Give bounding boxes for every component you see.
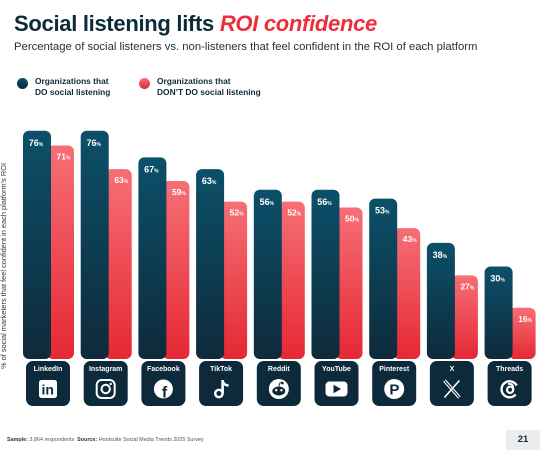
legend-label-do: Organizations that DO social listening [35, 76, 111, 97]
category-label-x: X [450, 366, 455, 373]
value-label-dont-tiktok: 52% [230, 208, 244, 218]
bar-do-threads [484, 266, 513, 359]
bar-dont-instagram [104, 169, 132, 359]
value-label-dont-threads: 16% [518, 314, 532, 324]
value-label-dont-pinterest: 43% [403, 234, 417, 244]
source-value: Hootsuite Social Media Trends 2025 Surve… [98, 437, 204, 443]
bar-do-reddit [253, 189, 282, 359]
threads-icon [500, 380, 518, 399]
facebook-icon: f [153, 379, 173, 402]
linkedin-icon: in [39, 380, 57, 398]
platform-tile-x [429, 361, 474, 406]
category-label-linkedin: LinkedIn [34, 366, 63, 373]
legend-label-dont: Organizations that DON’T DO social liste… [157, 76, 261, 97]
category-label-reddit: Reddit [268, 366, 290, 373]
footer-note: Sample: 3,864 respondents Source: Hootsu… [7, 437, 204, 443]
sample-value: 3,864 respondents [29, 437, 75, 443]
bar-group-tiktok: 63% 52% TikTok [196, 169, 248, 406]
bar-group-pinterest: 53% 43% Pinterest P [369, 198, 421, 406]
bar-do-facebook [138, 157, 167, 359]
category-label-tiktok: TikTok [210, 366, 232, 373]
value-label-dont-x: 27% [460, 281, 474, 291]
instagram-icon [95, 379, 116, 399]
bar-group-threads: 30% 16% Threads [484, 266, 536, 406]
bar-group-reddit: 56% 52% Reddit [253, 189, 305, 406]
title-main: Social listening lifts [14, 11, 220, 36]
bar-do-linkedin [23, 130, 51, 359]
svg-text:P: P [389, 381, 399, 398]
title-accent: ROI confidence [219, 11, 377, 36]
value-label-do-youtube: 56% [317, 197, 332, 207]
pinterest-icon: P [384, 379, 405, 399]
reddit-icon [268, 379, 289, 399]
bar-group-instagram: 76% 63% Instagram [80, 130, 132, 406]
value-label-do-instagram: 76% [86, 138, 101, 148]
tiktok-icon [213, 380, 229, 399]
chart-title: Social listening lifts ROI confidence [14, 11, 377, 37]
bar-group-x: 38% 27% X [426, 242, 478, 406]
bar-dont-x [450, 275, 478, 359]
category-label-facebook: Facebook [147, 366, 180, 373]
value-label-do-facebook: 67% [144, 164, 159, 174]
value-label-do-linkedin: 76% [29, 138, 44, 148]
bar-do-tiktok [196, 169, 225, 359]
legend-item-dont: Organizations that DON’T DO social liste… [139, 76, 261, 98]
y-axis-label: % of social marketers that feel confiden… [0, 163, 8, 369]
bar-do-x [426, 242, 455, 359]
bar-do-instagram [80, 130, 109, 359]
category-label-youtube: YouTube [322, 366, 351, 373]
bar-group-linkedin: 76% 71% LinkedIn in [23, 130, 74, 406]
svg-text:in: in [41, 381, 53, 397]
chart-subtitle: Percentage of social listeners vs. non-l… [14, 41, 478, 53]
bar-dont-tiktok [220, 201, 248, 359]
category-label-instagram: Instagram [89, 366, 122, 373]
platform-tile-tiktok [199, 361, 244, 406]
page-number: 21 [506, 430, 540, 450]
bar-dont-pinterest [393, 228, 421, 359]
youtube-icon [325, 381, 348, 397]
platform-tile-instagram [83, 361, 128, 406]
value-label-dont-instagram: 63% [114, 175, 128, 185]
value-label-dont-youtube: 50% [345, 214, 359, 224]
value-label-do-x: 38% [433, 250, 448, 260]
x-icon [443, 379, 461, 399]
source-label: Source: [77, 437, 98, 443]
bar-do-pinterest [369, 198, 398, 359]
svg-text:f: f [162, 385, 168, 402]
bar-dont-reddit [277, 201, 305, 359]
legend-item-do: Organizations that DO social listening [17, 76, 110, 98]
bar-dont-youtube [335, 207, 363, 359]
value-label-dont-facebook: 59% [172, 187, 186, 197]
bar-dont-threads [508, 307, 536, 359]
legend-swatch-do [17, 78, 28, 89]
value-label-dont-linkedin: 71% [57, 152, 71, 162]
bar-group-youtube: 56% 50% YouTube [311, 189, 363, 406]
bar-do-youtube [311, 189, 340, 359]
value-label-do-reddit: 56% [260, 197, 275, 207]
category-label-pinterest: Pinterest [379, 366, 410, 373]
category-label-threads: Threads [496, 366, 523, 373]
value-label-do-threads: 30% [490, 274, 505, 284]
value-label-do-tiktok: 63% [202, 176, 217, 186]
bar-dont-facebook [162, 180, 190, 359]
value-label-dont-reddit: 52% [287, 208, 301, 218]
bar-dont-linkedin [47, 145, 74, 359]
legend-swatch-dont [139, 78, 150, 89]
sample-label: Sample: [7, 437, 28, 443]
bar-group-facebook: 67% 59% Facebook f [138, 157, 190, 406]
value-label-do-pinterest: 53% [375, 206, 390, 216]
